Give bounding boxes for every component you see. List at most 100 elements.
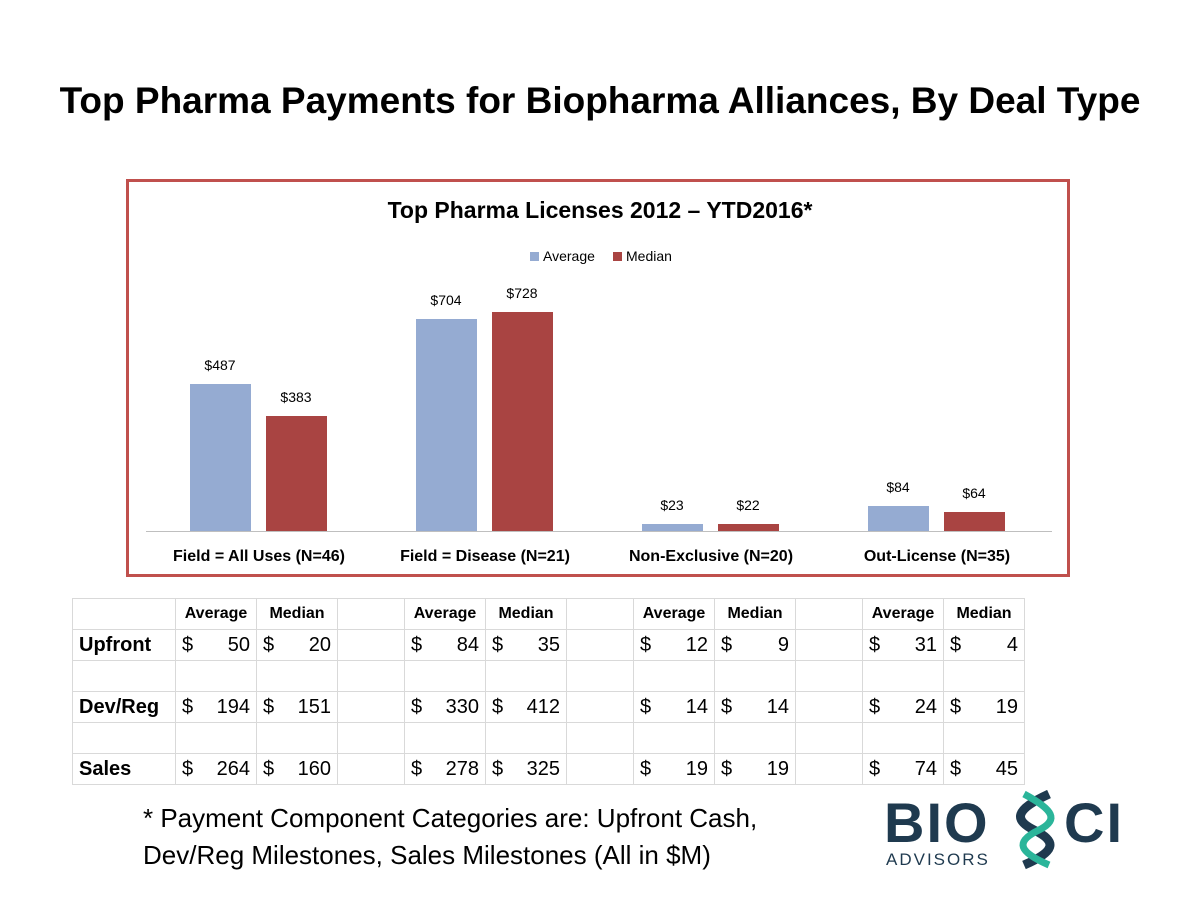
empty-cell [337, 660, 405, 692]
value: 19 [685, 757, 708, 780]
value: 278 [445, 757, 479, 780]
spacer-row [72, 660, 1025, 692]
legend-median: Median [613, 248, 672, 264]
bar-median [266, 415, 327, 531]
value: 330 [445, 695, 479, 718]
value: 12 [685, 633, 708, 656]
value: 31 [914, 633, 937, 656]
currency-symbol: $ [182, 633, 194, 656]
value: 4 [1006, 633, 1018, 656]
value-cell: $151 [256, 691, 338, 723]
value-cell: $325 [485, 753, 567, 785]
value: 20 [308, 633, 331, 656]
empty-cell [256, 722, 338, 754]
header-average: Average [175, 598, 257, 630]
svg-text:CI: CI [1064, 791, 1124, 854]
value-cell: $412 [485, 691, 567, 723]
row-label: Upfront [72, 629, 176, 661]
value-cell: $14 [633, 691, 715, 723]
category-label: Non-Exclusive (N=20) [628, 548, 794, 565]
gap-cell [795, 691, 863, 723]
currency-symbol: $ [182, 757, 194, 780]
data-label: $383 [280, 388, 312, 405]
header-median: Median [714, 598, 796, 630]
footnote: * Payment Component Categories are: Upfr… [143, 800, 757, 874]
empty-cell [404, 660, 486, 692]
currency-symbol: $ [640, 757, 652, 780]
row-label: Sales [72, 753, 176, 785]
svg-text:ADVISORS: ADVISORS [886, 850, 990, 869]
empty-cell [943, 722, 1025, 754]
value-cell: $84 [404, 629, 486, 661]
header-median: Median [485, 598, 567, 630]
value-cell: $19 [633, 753, 715, 785]
value: 14 [685, 695, 708, 718]
table-row: Upfront $50 $20 $84 $35 $12 $9 $31 $4 [72, 629, 1025, 661]
bar-average [642, 524, 703, 531]
empty-cell [485, 722, 567, 754]
value-cell: $45 [943, 753, 1025, 785]
empty-cell [72, 722, 176, 754]
value-cell: $14 [714, 691, 796, 723]
value: 45 [995, 757, 1018, 780]
value-cell: $4 [943, 629, 1025, 661]
bar-average [416, 319, 477, 531]
biosci-logo: BIO CI ADVISORS [884, 789, 1159, 875]
empty-cell [256, 660, 338, 692]
value: 325 [526, 757, 560, 780]
value: 9 [777, 633, 789, 656]
value: 24 [914, 695, 937, 718]
currency-symbol: $ [411, 695, 423, 718]
currency-symbol: $ [492, 695, 504, 718]
currency-symbol: $ [492, 757, 504, 780]
value: 84 [456, 633, 479, 656]
payments-table: Average Median Average Median Average Me… [72, 598, 1025, 785]
currency-symbol: $ [869, 757, 881, 780]
empty-cell [862, 660, 944, 692]
gap-cell [795, 753, 863, 785]
header-average: Average [404, 598, 486, 630]
gap-cell [337, 691, 405, 723]
currency-symbol: $ [640, 695, 652, 718]
header-median: Median [943, 598, 1025, 630]
table-row: Sales $264 $160 $278 $325 $19 $19 $74 $45 [72, 753, 1025, 785]
category-label: Out-License (N=35) [863, 548, 1011, 565]
currency-symbol: $ [411, 633, 423, 656]
currency-symbol: $ [869, 633, 881, 656]
data-label: $728 [506, 285, 538, 301]
data-label: $64 [962, 484, 986, 501]
gap-cell [566, 753, 634, 785]
currency-symbol: $ [263, 695, 275, 718]
data-label: $23 [660, 497, 684, 514]
category-label: Field = Disease (N=21) [400, 548, 570, 565]
bar-average [868, 505, 929, 531]
currency-symbol: $ [492, 633, 504, 656]
gap-cell [795, 598, 863, 630]
value-cell: $74 [862, 753, 944, 785]
slide-title: Top Pharma Payments for Biopharma Allian… [59, 80, 1141, 121]
table-header-row: Average Median Average Median Average Me… [72, 598, 1025, 630]
empty-cell [566, 722, 634, 754]
gap-cell [337, 598, 405, 630]
bar-median [718, 524, 779, 531]
gap-cell [337, 753, 405, 785]
empty-cell [714, 722, 796, 754]
value: 50 [227, 633, 250, 656]
value: 264 [216, 757, 250, 780]
legend-label-median: Median [626, 248, 672, 264]
legend-swatch-average [530, 251, 539, 261]
empty-cell [175, 722, 257, 754]
value-cell: $160 [256, 753, 338, 785]
currency-symbol: $ [950, 695, 962, 718]
header-average: Average [633, 598, 715, 630]
bar-median [944, 511, 1005, 531]
empty-cell [943, 660, 1025, 692]
value-cell: $50 [175, 629, 257, 661]
value-cell: $9 [714, 629, 796, 661]
currency-symbol: $ [640, 633, 652, 656]
footnote-line: * Payment Component Categories are: Upfr… [143, 803, 758, 833]
header-median: Median [256, 598, 338, 630]
bar-average [190, 384, 251, 531]
currency-symbol: $ [721, 633, 733, 656]
currency-symbol: $ [869, 695, 881, 718]
